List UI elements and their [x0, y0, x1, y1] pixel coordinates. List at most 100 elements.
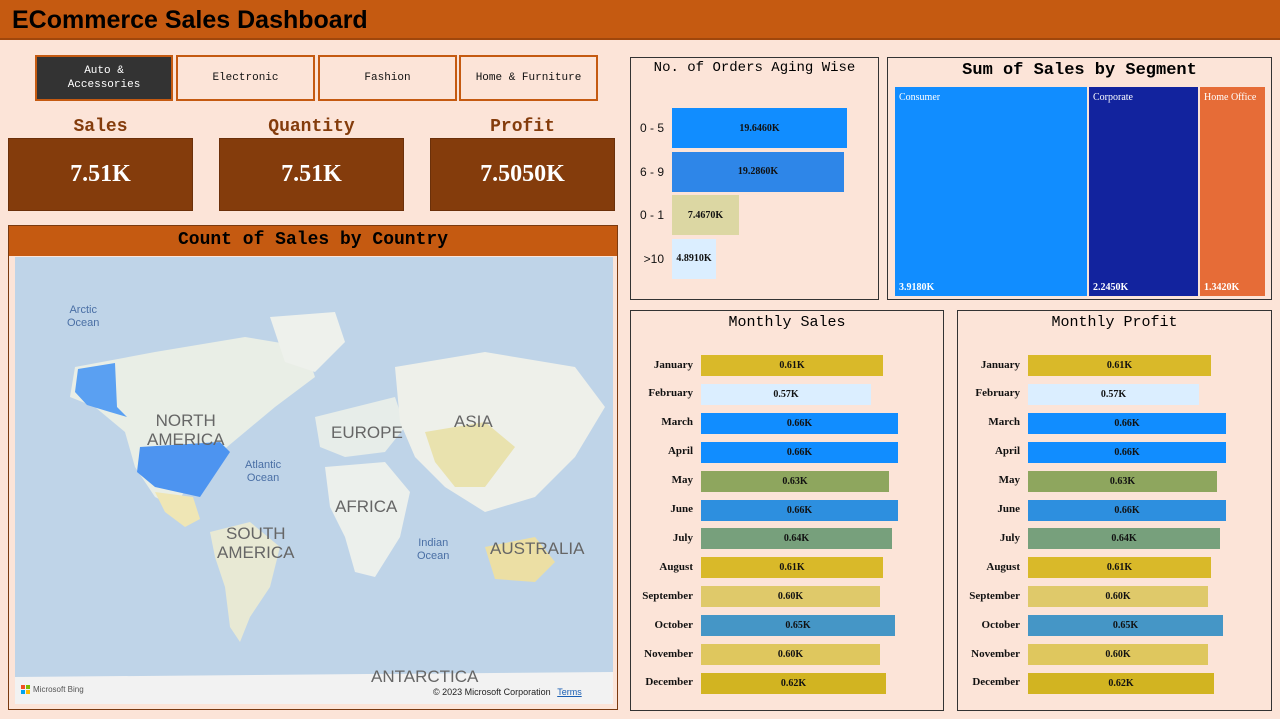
continent-label-asia: ASIA [454, 412, 493, 431]
data-label: 0.61K [779, 562, 805, 574]
bar[interactable]: 0.57K [1028, 383, 1199, 405]
axis-label: January [653, 358, 693, 371]
treemap-cell[interactable]: Consumer 3.9180K [895, 87, 1087, 296]
monthly-profit-chart: January 0.61K February 0.57K March 0.66K April… [958, 311, 1271, 710]
treemap-cell-value: 3.9180K [899, 282, 935, 293]
axis-label: >10 [643, 251, 664, 266]
page-title: ECommerce Sales Dashboard [12, 6, 368, 34]
bar[interactable]: 0.66K [701, 499, 898, 521]
ocean-label-indian: Indian Ocean [417, 537, 450, 562]
bar[interactable]: 0.62K [1028, 672, 1214, 694]
continent-label-africa: AFRICA [335, 497, 398, 516]
axis-label: July [999, 531, 1020, 544]
axis-label: August [986, 560, 1020, 573]
data-label: 0.61K [1106, 562, 1133, 574]
monthly-sales-title: Monthly Sales [728, 314, 846, 331]
slicer-auto-accessories[interactable]: Auto & Accessories [35, 55, 173, 101]
data-label: 0.66K [1114, 417, 1140, 429]
slicer-label: Fashion [364, 71, 411, 84]
treemap-cell-value: 2.2450K [1093, 282, 1129, 293]
slicer-electronic[interactable]: Electronic [176, 55, 315, 101]
map-panel: Count of Sales by Country [8, 225, 618, 710]
bar[interactable]: 0.66K [701, 412, 898, 434]
data-label: 19.2860K [737, 166, 779, 177]
axis-label: 6 - 9 [639, 164, 664, 179]
bar[interactable]: 4.8910K [672, 238, 716, 279]
monthly-sales-chart: January 0.61K February 0.57K March 0.66K April… [631, 311, 943, 710]
treemap-cell-label: Home Office [1204, 92, 1257, 103]
data-label: 0.63K [782, 475, 808, 487]
data-label: 0.64K [1111, 533, 1137, 545]
bar[interactable]: 0.61K [701, 557, 883, 579]
sales-segment-title: Sum of Sales by Segment [962, 61, 1197, 80]
treemap-cell-value: 1.3420K [1204, 282, 1240, 293]
sales-segment-panel: Sum of Sales by Segment Consumer 3.9180K C… [887, 57, 1272, 300]
bar[interactable]: 0.61K [701, 355, 883, 376]
data-label: 4.8910K [676, 253, 712, 264]
data-label: 0.63K [1109, 475, 1136, 487]
ocean-label-atlantic: Atlantic Ocean [245, 459, 282, 484]
ocean-label-arctic: Arctic Ocean [67, 304, 100, 329]
treemap-cell[interactable]: Home Office 1.3420K [1200, 87, 1265, 296]
data-label: 0.60K [1105, 591, 1131, 603]
kpi-profit-card: 7.5050K [430, 138, 615, 211]
data-label: 0.65K [785, 620, 811, 632]
bar[interactable]: 7.4670K [672, 195, 739, 235]
orders-aging-panel: No. of Orders Aging Wise 0 - 5 19.6460K 6 … [630, 57, 879, 300]
axis-label: April [994, 445, 1020, 458]
data-label: 19.6460K [739, 122, 780, 134]
bar[interactable]: 0.63K [701, 470, 889, 492]
bar[interactable]: 0.61K [1028, 557, 1211, 579]
terms-link[interactable]: Terms [557, 687, 582, 697]
bar[interactable]: 0.61K [1028, 355, 1211, 376]
data-label: 0.66K [786, 446, 813, 458]
bar[interactable]: 0.66K [1028, 441, 1226, 463]
axis-label: 0 - 5 [639, 121, 664, 135]
bar[interactable]: 0.65K [1028, 615, 1223, 637]
alaska-region [75, 363, 127, 417]
axis-label: August [659, 560, 693, 573]
bar[interactable]: 19.6460K [672, 108, 847, 148]
bar[interactable]: 0.60K [1028, 644, 1208, 665]
bar[interactable]: 0.64K [701, 528, 892, 550]
bar[interactable]: 0.66K [1028, 412, 1226, 434]
bar[interactable]: 19.2860K [672, 151, 844, 192]
bar[interactable]: 0.60K [701, 644, 880, 665]
map-title: Count of Sales by Country [9, 226, 617, 256]
axis-label: December [645, 676, 693, 689]
bar[interactable]: 0.64K [1028, 528, 1220, 550]
bar[interactable]: 0.62K [701, 672, 886, 694]
data-label: 0.57K [773, 388, 799, 400]
axis-label: December [972, 676, 1020, 689]
bar[interactable]: 0.66K [701, 441, 898, 463]
data-label: 0.60K [1105, 649, 1131, 660]
data-label: 0.60K [777, 649, 804, 660]
world-map[interactable]: Arctic Ocean Atlantic Ocean Indian Ocean NO… [15, 257, 613, 704]
axis-label: 0 - 1 [639, 208, 664, 222]
data-label: 0.66K [1114, 446, 1140, 458]
bar[interactable]: 0.57K [701, 383, 871, 405]
axis-label: September [969, 589, 1020, 602]
bar[interactable]: 0.60K [1028, 586, 1208, 608]
kpi-quantity-value: 7.51K [281, 161, 342, 187]
data-label: 0.64K [783, 533, 810, 545]
dashboard-header: ECommerce Sales Dashboard [0, 0, 1280, 40]
axis-label: February [975, 387, 1020, 400]
data-label: 0.66K [1114, 504, 1140, 516]
bar[interactable]: 0.60K [701, 586, 880, 608]
slicer-fashion[interactable]: Fashion [318, 55, 457, 101]
bar[interactable]: 0.63K [1028, 470, 1217, 492]
bing-logo: Microsoft Bing [21, 685, 84, 694]
axis-label: June [670, 503, 693, 515]
axis-label: November [971, 647, 1020, 660]
slicer-home-furniture[interactable]: Home & Furniture [459, 55, 598, 101]
continent-label-europe: EUROPE [331, 423, 403, 442]
data-label: 0.66K [786, 504, 813, 516]
bar[interactable]: 0.66K [1028, 499, 1226, 521]
data-label: 0.62K [1108, 677, 1134, 689]
bar[interactable]: 0.65K [701, 615, 895, 637]
axis-label: March [988, 416, 1020, 429]
axis-label: July [672, 531, 693, 544]
treemap-cell[interactable]: Corporate 2.2450K [1089, 87, 1198, 296]
axis-label: October [654, 618, 693, 631]
